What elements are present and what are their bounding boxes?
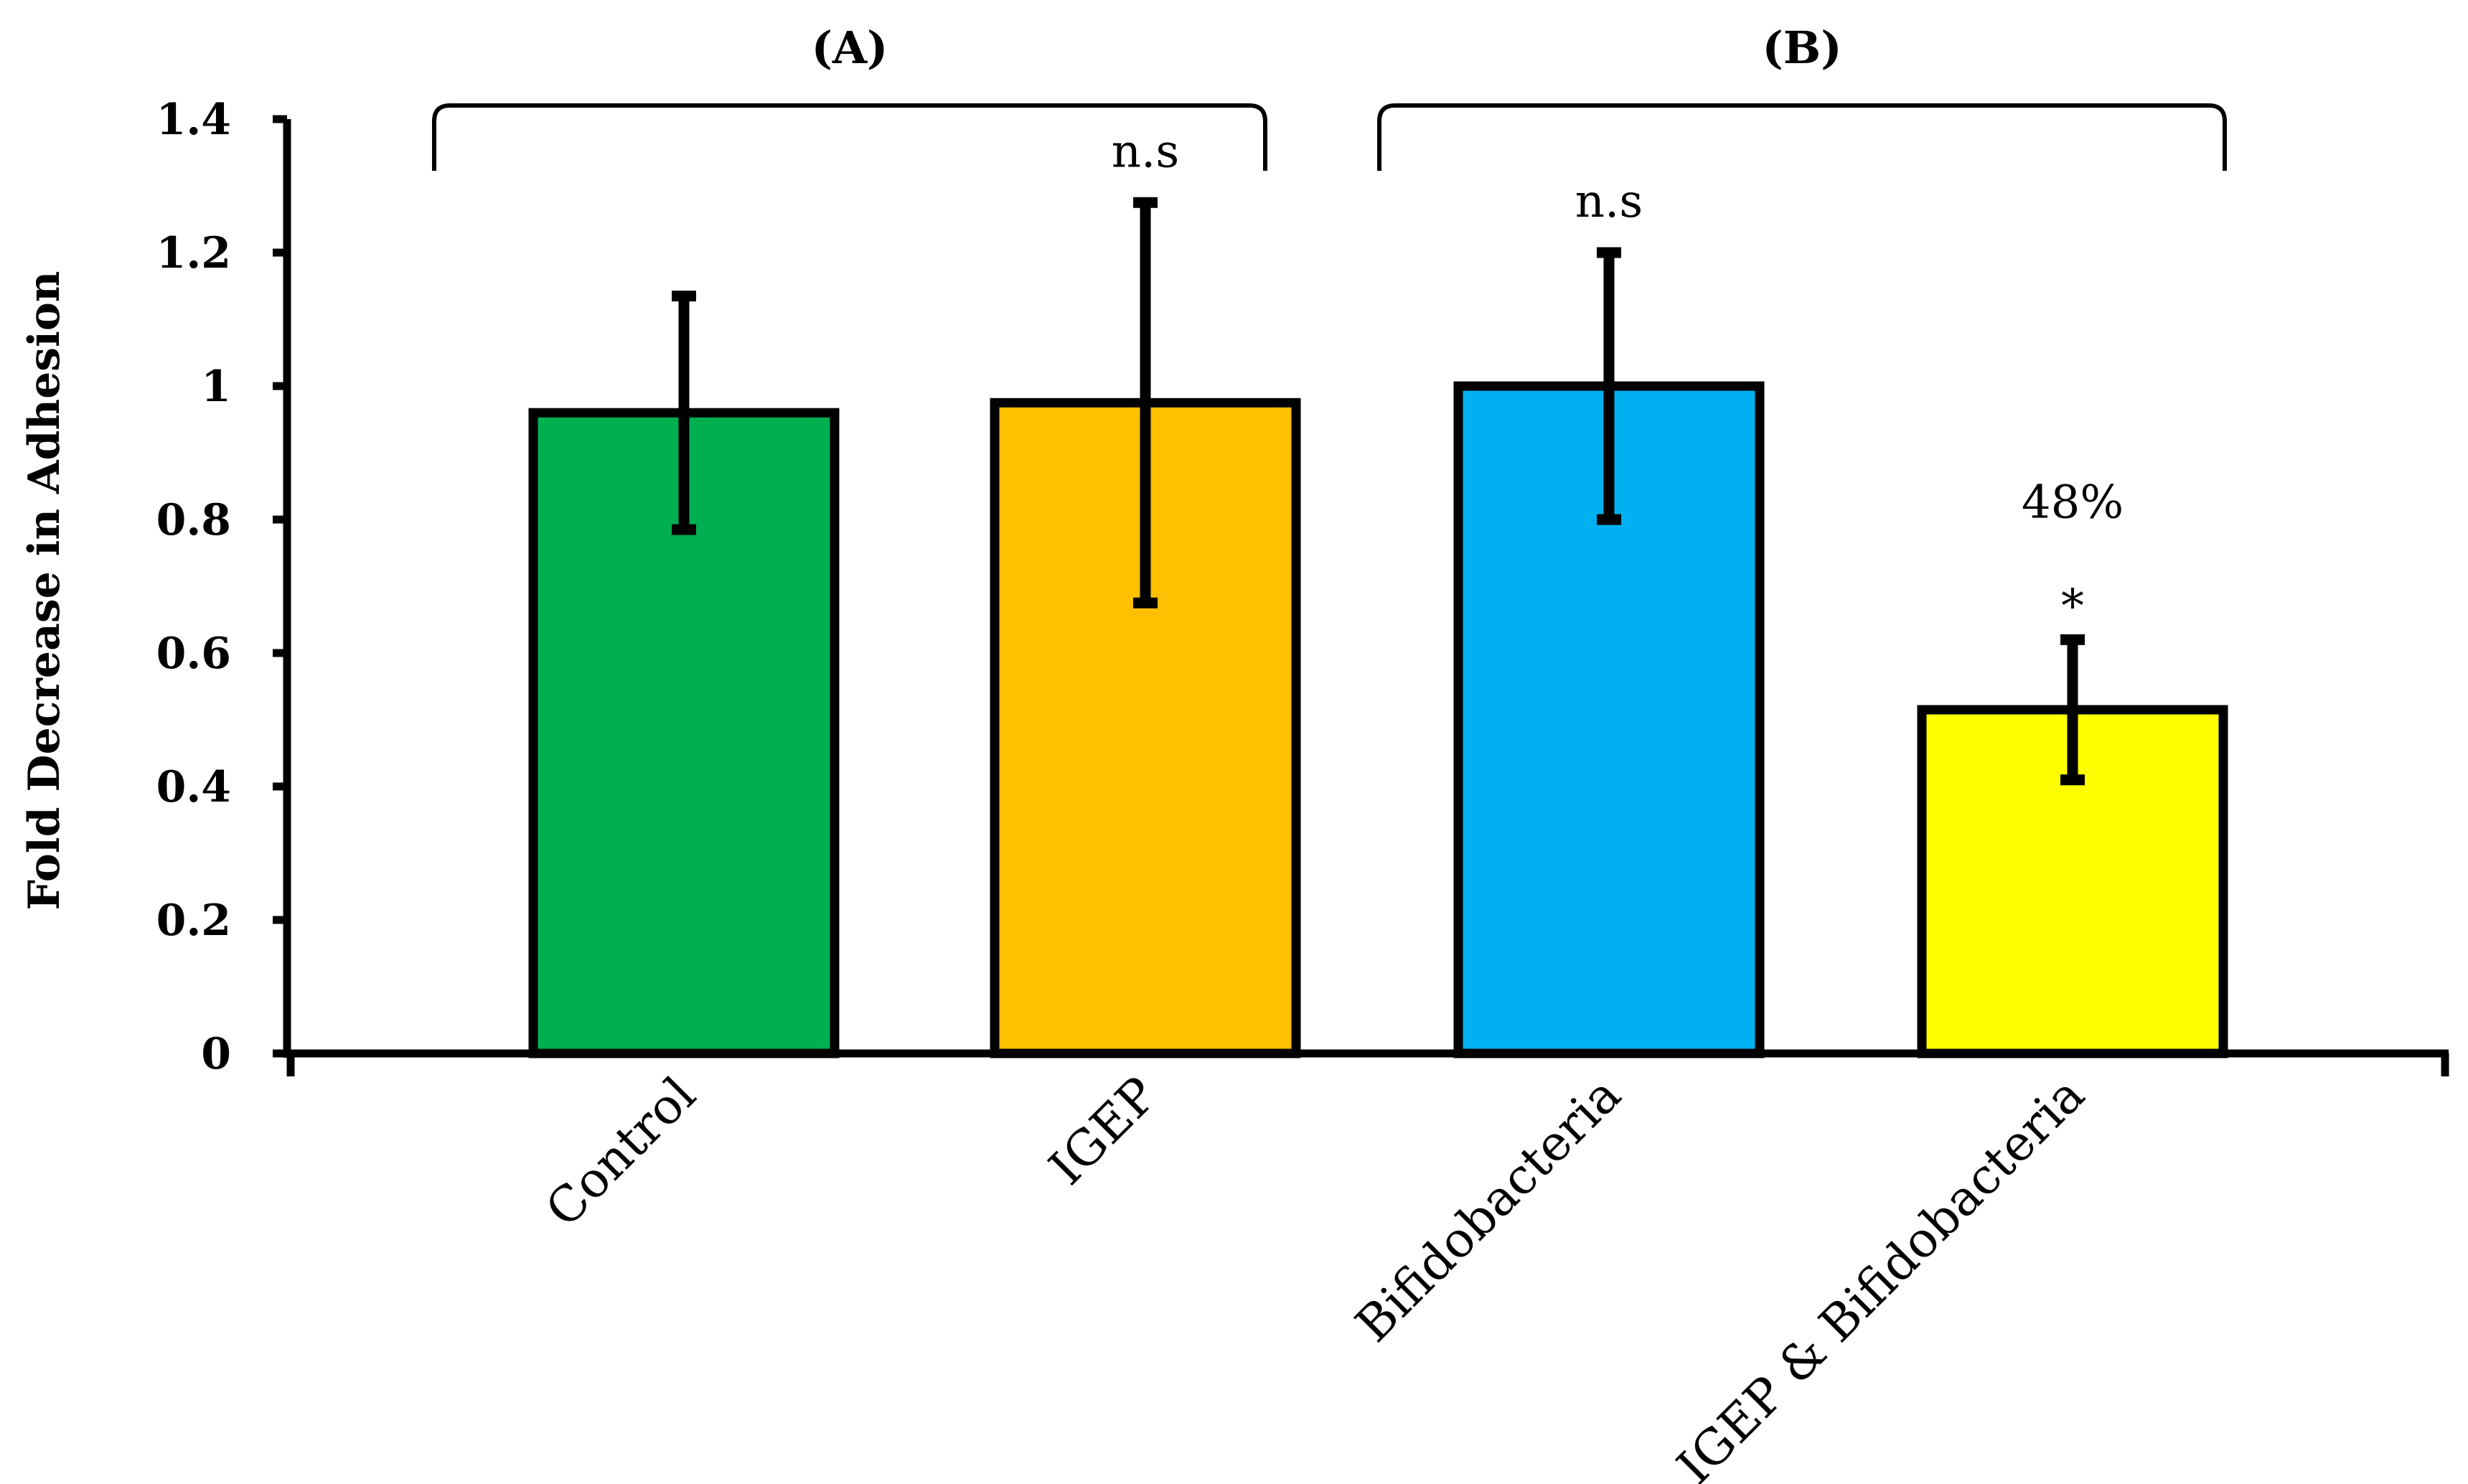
y-tick-label: 1 (201, 362, 231, 412)
x-tick-label: IGEP & Bifidobacteria (1666, 1066, 2096, 1484)
y-axis-tick-labels: 0 0.2 0.4 0.6 0.8 1 1.2 1.4 (156, 95, 231, 1079)
x-tick-label: IGEP (1038, 1066, 1168, 1196)
group-label: (B) (1762, 22, 1841, 74)
y-axis-ticks (273, 115, 287, 1058)
x-axis-category-labels: Control IGEP Bifidobacteria IGEP & Bifidoba… (535, 1066, 2096, 1484)
y-tick-label: 0.6 (156, 629, 231, 679)
y-tick-label: 0 (201, 1029, 231, 1079)
y-tick-label: 1.4 (156, 95, 231, 145)
y-tick-label: 0.2 (156, 896, 231, 946)
annotations: n.s n.s 48% * (1112, 125, 2124, 633)
error-bar (2060, 634, 2085, 786)
group-label: (A) (812, 22, 888, 74)
error-bar (1133, 197, 1158, 609)
y-tick-label: 0.8 (156, 495, 231, 545)
error-bar (1597, 247, 1621, 525)
significance-star: * (2061, 580, 2084, 633)
group-brackets: (A) (B) (432, 22, 2227, 171)
error-bar (672, 290, 696, 535)
bar-annotation: n.s (1575, 175, 1643, 228)
bars (528, 381, 2228, 1058)
y-axis-title: Fold Decrease in Adhesion (19, 271, 70, 910)
y-tick-label: 1.2 (156, 228, 231, 278)
group-bracket: (B) (1377, 22, 2227, 171)
x-tick-label: Control (535, 1066, 707, 1238)
group-bracket: (A) (432, 22, 1267, 171)
error-bars (672, 197, 2085, 786)
y-tick-label: 0.4 (156, 762, 231, 812)
bar-annotation: 48% (2022, 476, 2124, 529)
x-tick-label: Bifidobacteria (1345, 1066, 1632, 1353)
bar-annotation: n.s (1112, 125, 1179, 178)
